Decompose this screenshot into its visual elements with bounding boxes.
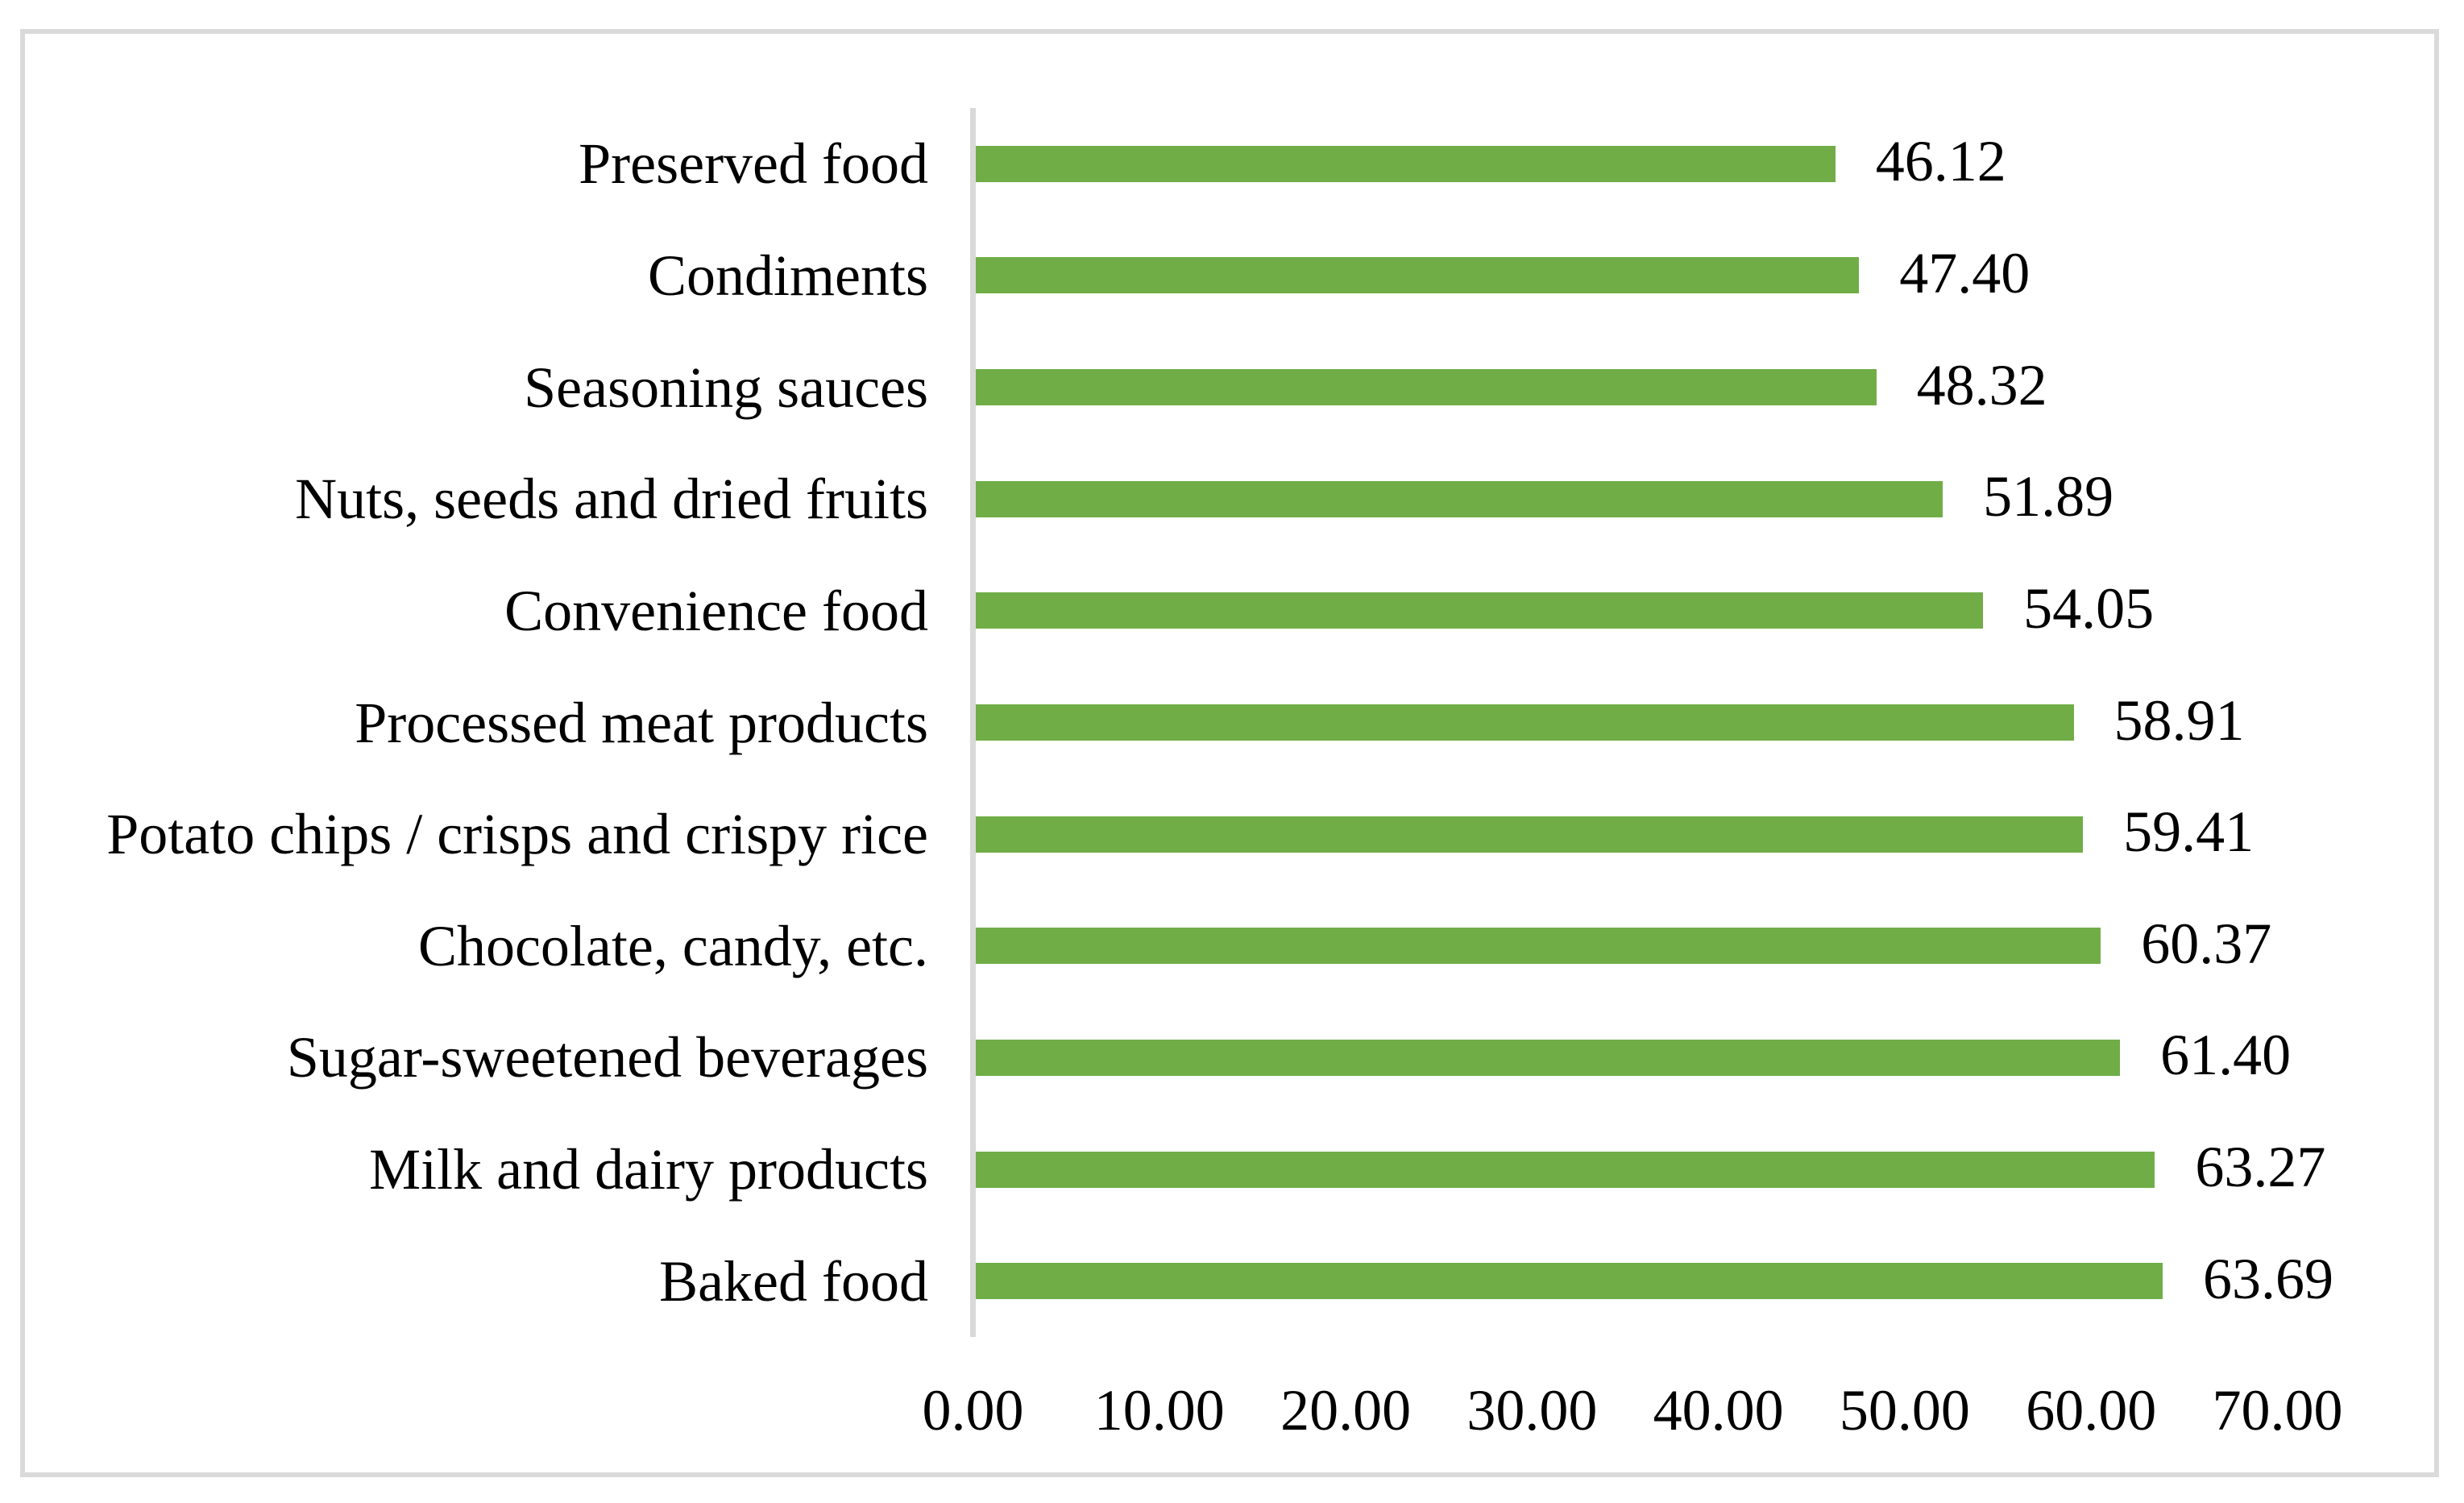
bar [976, 704, 2074, 741]
bar-row: Milk and dairy products 63.27 [25, 1114, 2434, 1226]
x-axis-tick-label: 30.00 [1466, 1378, 1598, 1443]
bar-row: Preserved food 46.12 [25, 108, 2434, 220]
x-axis-tick-label: 50.00 [1839, 1378, 1970, 1443]
bar-track: 51.89 [976, 467, 2286, 525]
x-axis-tick-label: 70.00 [2212, 1378, 2343, 1443]
bar-row: Potato chips / crisps and crispy rice 59… [25, 778, 2434, 891]
bar [976, 257, 1860, 294]
x-axis-tick-label: 20.00 [1280, 1378, 1412, 1443]
bar-track: 48.32 [976, 356, 2286, 414]
x-axis-tick-label: 40.00 [1653, 1378, 1784, 1443]
bar-track: 61.40 [976, 1027, 2291, 1085]
category-label: Potato chips / crisps and crispy rice [106, 802, 928, 867]
category-label: Chocolate, candy, etc. [417, 913, 928, 978]
bar-track: 47.40 [976, 244, 2286, 302]
bar [976, 1263, 2163, 1300]
bar [976, 1151, 2155, 1188]
bar [976, 480, 1943, 517]
category-label: Nuts, seeds and dried fruits [295, 467, 928, 532]
x-axis-tick-labels: 0.00 10.00 20.00 30.00 40.00 50.00 60.00… [25, 1381, 2434, 1454]
bar-row: Processed meat products 58.91 [25, 666, 2434, 778]
bar [976, 1039, 2121, 1076]
category-label: Milk and dairy products [369, 1137, 928, 1202]
bar-value-label: 46.12 [1875, 129, 2006, 194]
bar-row: Sugar-sweetened beverages 61.40 [25, 1002, 2434, 1114]
bar-track: 63.27 [976, 1138, 2325, 1196]
category-label: Convenience food [504, 578, 928, 643]
bar [976, 145, 1836, 182]
bar-value-label: 61.40 [2160, 1023, 2292, 1088]
bar [976, 592, 1984, 629]
bar-track: 63.69 [976, 1250, 2333, 1308]
bar-row: Nuts, seeds and dried fruits 51.89 [25, 443, 2434, 555]
bar-rows-container: Preserved food 46.12 Condiments 47.40 Se… [25, 108, 2434, 1337]
chart-frame: Preserved food 46.12 Condiments 47.40 Se… [20, 29, 2439, 1477]
bar-value-label: 51.89 [1983, 464, 2114, 529]
bar [976, 928, 2101, 965]
bar-value-label: 63.27 [2195, 1135, 2326, 1200]
bar-row: Convenience food 54.05 [25, 555, 2434, 667]
bar-row: Condiments 47.40 [25, 220, 2434, 332]
bar-track: 59.41 [976, 803, 2286, 861]
bar-value-label: 60.37 [2141, 911, 2272, 976]
bar-row: Seasoning sauces 48.32 [25, 331, 2434, 443]
x-axis-tick-label: 60.00 [2026, 1378, 2157, 1443]
category-label: Seasoning sauces [524, 355, 928, 420]
bar-row: Chocolate, candy, etc. 60.37 [25, 890, 2434, 1002]
bar-value-label: 54.05 [2023, 575, 2155, 641]
bar-track: 54.05 [976, 579, 2286, 637]
x-axis-tick-label: 0.00 [922, 1378, 1024, 1443]
category-label: Sugar-sweetened beverages [286, 1025, 928, 1090]
category-label: Condiments [647, 243, 928, 308]
category-label: Processed meat products [355, 690, 928, 755]
bar [976, 369, 1877, 406]
bar-value-label: 47.40 [1899, 241, 2031, 306]
bar-value-label: 58.91 [2113, 687, 2245, 753]
category-label: Preserved food [579, 131, 928, 197]
bar-track: 46.12 [976, 132, 2286, 190]
bar-value-label: 48.32 [1916, 352, 2047, 417]
category-label: Baked food [659, 1248, 928, 1314]
bar-track: 58.91 [976, 691, 2286, 749]
bar-track: 60.37 [976, 915, 2286, 973]
bar-value-label: 63.69 [2203, 1246, 2334, 1311]
bar-row: Baked food 63.69 [25, 1225, 2434, 1337]
y-axis-line [970, 108, 976, 1337]
bar [976, 816, 2084, 853]
x-axis-tick-label: 10.00 [1093, 1378, 1225, 1443]
bar-value-label: 59.41 [2123, 799, 2255, 865]
